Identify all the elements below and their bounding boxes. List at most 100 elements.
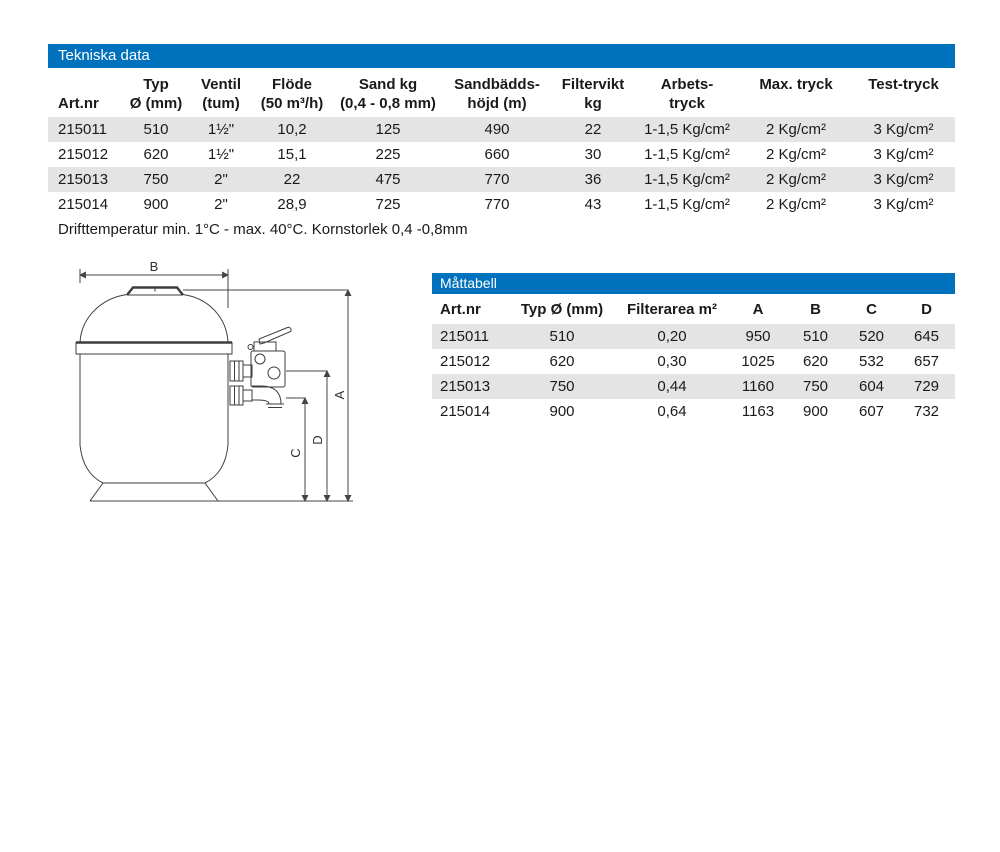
table-cell: 22 xyxy=(283,171,301,188)
table-cell: 604 xyxy=(858,378,885,395)
column-header-filtervikt: Filtervikt kg xyxy=(561,76,625,112)
table-cell: 475 xyxy=(375,171,401,188)
table-cell: 0,64 xyxy=(657,403,687,420)
filter-dimension-drawing: B A D C xyxy=(75,259,353,503)
table-cell: 510 xyxy=(802,328,829,345)
table-cell: 2" xyxy=(214,196,228,213)
column-header-typ: Typ Ø (mm) xyxy=(520,300,604,318)
table-cell: 215012 xyxy=(58,146,109,163)
table-cell: 900 xyxy=(802,403,829,420)
dim-label-a: A xyxy=(332,390,347,399)
table-cell: 2 Kg/cm² xyxy=(765,121,826,138)
table-cell: 750 xyxy=(143,171,169,188)
table-row: 215014 900 0,64 1163 900 607 732 xyxy=(432,399,955,424)
table-row: 215012 620 0,30 1025 620 532 657 xyxy=(432,349,955,374)
column-header-ventil: Ventil (tum) xyxy=(200,76,241,112)
table-cell: 215014 xyxy=(58,196,109,213)
table-cell: 215011 xyxy=(58,121,107,138)
column-header-sandbadd: Sandbädds- höjd (m) xyxy=(454,76,540,112)
table-cell: 2" xyxy=(214,171,228,188)
column-header-artnr: Art.nr xyxy=(58,95,99,112)
table-cell: 1163 xyxy=(741,403,775,420)
column-header-testtryck: Test-tryck xyxy=(868,76,939,93)
mattabell-title-bar: Måttabell xyxy=(432,273,955,294)
table-cell: 900 xyxy=(549,403,575,420)
table-cell: 620 xyxy=(802,353,829,370)
table-cell: 732 xyxy=(913,403,940,420)
table-cell: 1160 xyxy=(741,378,775,395)
table-cell: 0,30 xyxy=(657,353,687,370)
table-cell: 225 xyxy=(375,146,401,163)
table-row: 215014 900 2" 28,9 725 770 43 1-1,5 Kg/c… xyxy=(48,192,955,217)
column-header-typ: Typ Ø (mm) xyxy=(129,76,183,112)
column-header-flode: Flöde (50 m³/h) xyxy=(260,76,324,112)
table-cell: 36 xyxy=(584,171,602,188)
mattabell-table: Måttabell Art.nr Typ Ø (mm) Filterarea m… xyxy=(432,273,955,424)
table-cell: 607 xyxy=(858,403,885,420)
table-cell: 215011 xyxy=(440,328,489,345)
table-cell: 3 Kg/cm² xyxy=(873,121,934,138)
column-header-arbetstryck: Arbets- tryck xyxy=(660,76,714,112)
table-cell: 510 xyxy=(549,328,575,345)
tekniska-title-bar: Tekniska data xyxy=(48,44,955,68)
footnote-text: Drifttemperatur min. 1°C - max. 40°C. Ko… xyxy=(58,221,468,238)
table-cell: 620 xyxy=(549,353,575,370)
table-cell: 660 xyxy=(484,146,510,163)
multiport-valve-icon xyxy=(229,326,292,408)
dim-label-c: C xyxy=(288,448,303,457)
table-cell: 1-1,5 Kg/cm² xyxy=(644,171,730,188)
column-header-a: A xyxy=(752,300,764,318)
table-row: 215011 510 0,20 950 510 520 645 xyxy=(432,324,955,349)
column-header-d: D xyxy=(921,300,932,318)
table-cell: 750 xyxy=(549,378,575,395)
dim-label-d: D xyxy=(310,435,325,444)
column-header-b: B xyxy=(810,300,821,318)
table-row: 215012 620 1½" 15,1 225 660 30 1-1,5 Kg/… xyxy=(48,142,955,167)
table-cell: 22 xyxy=(584,121,602,138)
table-row: 215013 750 2" 22 475 770 36 1-1,5 Kg/cm²… xyxy=(48,167,955,192)
table-cell: 43 xyxy=(584,196,602,213)
table-cell: 3 Kg/cm² xyxy=(873,171,934,188)
table-row: 215011 510 1½" 10,2 125 490 22 1-1,5 Kg/… xyxy=(48,117,955,142)
table-cell: 215013 xyxy=(440,378,491,395)
table-cell: 215012 xyxy=(440,353,491,370)
table-cell: 0,20 xyxy=(657,328,687,345)
tekniska-grid: Art.nr Typ Ø (mm) Ventil (tum) Flöde (50… xyxy=(48,68,955,217)
column-header-sand: Sand kg (0,4 - 0,8 mm) xyxy=(340,76,436,112)
table-cell: 1½" xyxy=(207,146,235,163)
column-header-maxtryck: Max. tryck xyxy=(759,76,833,93)
table-cell: 0,44 xyxy=(657,378,687,395)
column-header-filterarea: Filterarea m² xyxy=(626,300,718,318)
header-row: Art.nr Typ Ø (mm) Ventil (tum) Flöde (50… xyxy=(48,68,955,117)
table-cell: 729 xyxy=(913,378,940,395)
mattabell-grid: Art.nr Typ Ø (mm) Filterarea m² A B C D … xyxy=(432,294,955,424)
table-cell: 490 xyxy=(484,121,510,138)
dimension-lines xyxy=(78,269,353,503)
table-cell: 2 Kg/cm² xyxy=(765,171,826,188)
column-header-c: C xyxy=(866,300,877,318)
table-cell: 1-1,5 Kg/cm² xyxy=(644,196,730,213)
table-cell: 657 xyxy=(913,353,940,370)
table-cell: 30 xyxy=(584,146,602,163)
table-cell: 3 Kg/cm² xyxy=(873,196,934,213)
table-cell: 510 xyxy=(143,121,169,138)
table-cell: 725 xyxy=(375,196,401,213)
table-cell: 620 xyxy=(143,146,169,163)
table-cell: 900 xyxy=(143,196,169,213)
table-cell: 15,1 xyxy=(277,146,307,163)
table-cell: 1-1,5 Kg/cm² xyxy=(644,121,730,138)
table-cell: 10,2 xyxy=(277,121,307,138)
table-cell: 1025 xyxy=(741,353,775,370)
column-header-artnr: Art.nr xyxy=(440,300,481,318)
tekniska-title: Tekniska data xyxy=(58,47,150,64)
table-cell: 125 xyxy=(375,121,401,138)
tekniska-data-table: Tekniska data Art.nr Typ Ø (mm) Ventil (… xyxy=(48,44,955,217)
valve-handle-icon xyxy=(258,326,292,345)
table-cell: 645 xyxy=(913,328,940,345)
table-cell: 770 xyxy=(484,171,510,188)
table-cell: 532 xyxy=(858,353,885,370)
mattabell-title: Måttabell xyxy=(440,275,497,291)
table-cell: 1-1,5 Kg/cm² xyxy=(644,146,730,163)
tank-outline xyxy=(75,286,233,502)
